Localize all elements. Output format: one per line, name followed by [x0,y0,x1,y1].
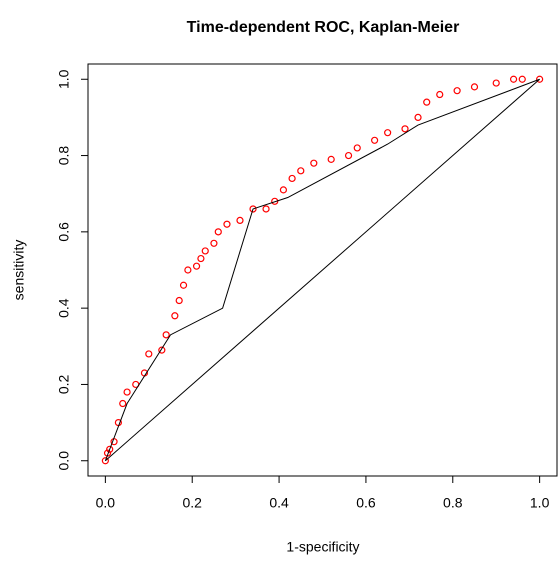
point [423,98,431,106]
point [297,167,305,175]
point [192,262,201,270]
point [310,159,318,167]
point [262,205,270,213]
y-tick-label: 1.0 [56,69,72,89]
y-tick-label: 0.0 [56,451,72,471]
point [223,220,231,228]
point [179,281,188,289]
point [353,144,361,152]
y-tick-label: 0.6 [56,222,72,242]
x-tick-label: 0.0 [96,495,116,511]
point [123,388,131,396]
point [158,346,166,354]
point [184,266,192,274]
point [436,90,444,99]
x-tick-label: 0.4 [269,495,289,511]
point [384,129,392,137]
point [249,205,257,213]
plot-frame [87,63,558,477]
point [509,75,518,83]
y-tick-label: 0.2 [56,375,72,395]
x-tick-label: 1.0 [530,495,550,511]
point [518,75,526,83]
point [171,312,179,320]
point [327,155,335,163]
point [401,125,409,133]
point [453,87,461,95]
point [162,331,170,339]
point [214,228,222,236]
roc-line [105,78,540,462]
y-tick-label: 0.4 [56,298,72,318]
point [492,79,500,87]
y-axis-label: sensitivity [11,240,27,301]
point [197,254,205,263]
y-tick-label: 0.8 [56,146,72,166]
point [175,296,183,305]
point [470,83,479,91]
point [210,239,218,247]
x-tick-label: 0.8 [443,495,463,511]
point [344,151,353,160]
point [119,399,127,408]
chart-title: Time-dependent ROC, Kaplan-Meier [187,19,460,36]
roc-line [104,78,540,461]
point [414,113,422,122]
x-tick-label: 0.6 [356,495,376,511]
point [101,457,109,465]
point [145,350,153,358]
x-axis-label: 1-specificity [286,539,359,555]
point [288,174,296,183]
point [371,136,379,144]
point [236,216,244,225]
x-tick-label: 0.2 [182,495,202,511]
point [201,247,209,255]
point [536,75,544,83]
point [279,186,288,194]
point [106,445,114,453]
